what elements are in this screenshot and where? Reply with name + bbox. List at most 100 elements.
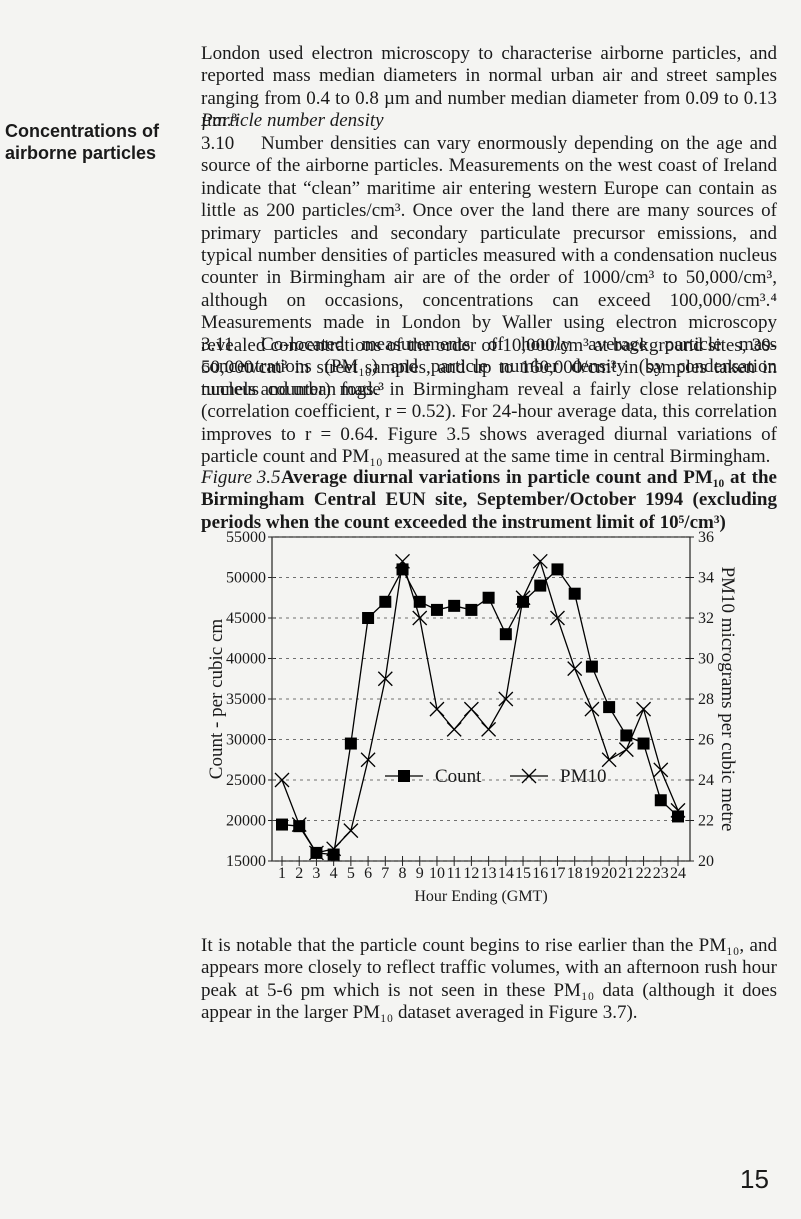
y2-tick-label: 36 (698, 529, 714, 546)
y-tick-label: 45000 (226, 610, 266, 627)
data-point (670, 802, 686, 818)
data-point (636, 701, 652, 717)
data-point (395, 553, 410, 569)
legend-label: PM10 (560, 766, 606, 787)
paragraph: 3.11 Co-located measurements of hourly av… (201, 334, 777, 468)
paragraph-text: Number densities can vary enormously dep… (201, 133, 777, 401)
x-tick-label: 7 (381, 865, 389, 882)
y-tick-label: 40000 (226, 651, 266, 668)
data-point (550, 610, 565, 626)
y2-tick-label: 20 (698, 853, 714, 870)
y-tick-label: 30000 (226, 732, 266, 749)
data-point (618, 742, 634, 758)
x-tick-label: 21 (618, 865, 634, 882)
data-point (446, 721, 462, 737)
y2-tick-label: 24 (698, 772, 714, 789)
y-tick-label: 15000 (226, 853, 266, 870)
x-tick-label: 10 (429, 865, 445, 882)
y2-axis-label: PM10 micrograms per cubic metre (717, 567, 738, 832)
y-tick-label: 20000 (226, 813, 266, 830)
section-heading: Particle number density (201, 110, 384, 131)
y2-tick-label: 22 (698, 813, 714, 830)
x-tick-label: 24 (670, 865, 686, 882)
data-point (463, 701, 479, 717)
x-tick-label: 2 (295, 865, 303, 882)
y2-tick-label: 28 (698, 691, 714, 708)
data-point (601, 752, 617, 768)
data-point (448, 599, 461, 612)
paragraph-number: 3.10 (201, 133, 235, 154)
x-tick-label: 8 (399, 865, 407, 882)
data-point (515, 590, 531, 606)
x-tick-label: 23 (653, 865, 669, 882)
intro: London used electron microscopy to chara… (201, 43, 777, 132)
closing-paragraph: It is notable that the particle count be… (201, 935, 777, 1024)
x-tick-label: 15 (515, 865, 531, 882)
x-tick-label: 4 (330, 865, 338, 882)
x-tick-label: 1 (278, 865, 286, 882)
data-point (637, 737, 650, 750)
y2-tick-label: 32 (698, 610, 714, 627)
data-point (498, 691, 514, 707)
data-point (377, 671, 393, 687)
x-tick-label: 9 (416, 865, 424, 882)
data-point (620, 729, 633, 742)
x-tick-label: 22 (636, 865, 652, 882)
y-tick-label: 35000 (226, 691, 266, 708)
data-point (379, 595, 392, 608)
data-point (343, 823, 359, 839)
data-point (654, 794, 667, 807)
paragraph-text: Co-located measurements of hourly averag… (201, 334, 777, 468)
x-tick-label: 6 (364, 865, 372, 882)
x-tick-label: 14 (498, 865, 514, 882)
data-point (276, 818, 288, 831)
plot-frame (271, 536, 691, 862)
figure-caption: Figure 3.5Average diurnal variations in … (201, 467, 777, 534)
data-point (274, 772, 290, 788)
y2-tick-label: 26 (698, 732, 714, 749)
y-tick-label: 55000 (226, 529, 266, 546)
sidebar: Concentrations of airborne particles (5, 121, 160, 164)
y-tick-label: 25000 (226, 772, 266, 789)
data-point (499, 628, 512, 641)
legend-marker (521, 768, 537, 784)
caption-text: Average diurnal variations in particle c… (201, 467, 777, 533)
y-tick-label: 50000 (226, 570, 266, 587)
data-point (534, 579, 547, 592)
data-point (481, 721, 497, 737)
y-axis-label: Count - per cubic cm (206, 619, 227, 780)
data-point (532, 553, 548, 569)
data-point (362, 612, 375, 624)
data-point (584, 701, 600, 717)
data-point (653, 762, 669, 778)
data-point (568, 587, 581, 600)
data-point (326, 841, 342, 857)
figure-label: Figure 3.5 (201, 467, 281, 488)
x-tick-label: 18 (567, 865, 583, 882)
paragraph-number: 3.11 (201, 334, 234, 355)
data-point (603, 701, 616, 714)
data-point (517, 595, 530, 608)
y2-tick-label: 30 (698, 651, 714, 668)
x-tick-label: 16 (532, 865, 548, 882)
x-tick-label: 3 (312, 865, 320, 882)
y2-tick-label: 34 (698, 570, 714, 587)
series-line (281, 559, 679, 854)
data-point (413, 595, 426, 608)
paragraph: 3.10 Number densities can vary enormously… (201, 133, 777, 402)
data-point (672, 810, 684, 823)
legend-label: Count (435, 766, 482, 787)
series-line (281, 568, 679, 856)
x-tick-label: 12 (463, 865, 479, 882)
page-number: 15 (740, 1164, 769, 1194)
data-point (412, 610, 428, 626)
x-axis-label: Hour Ending (GMT) (414, 888, 547, 905)
data-point (430, 603, 443, 616)
data-point (567, 661, 583, 677)
x-tick-label: 19 (584, 865, 600, 882)
data-point (429, 701, 445, 717)
data-point (344, 737, 357, 750)
x-tick-label: 5 (347, 865, 355, 882)
data-point (585, 660, 598, 673)
